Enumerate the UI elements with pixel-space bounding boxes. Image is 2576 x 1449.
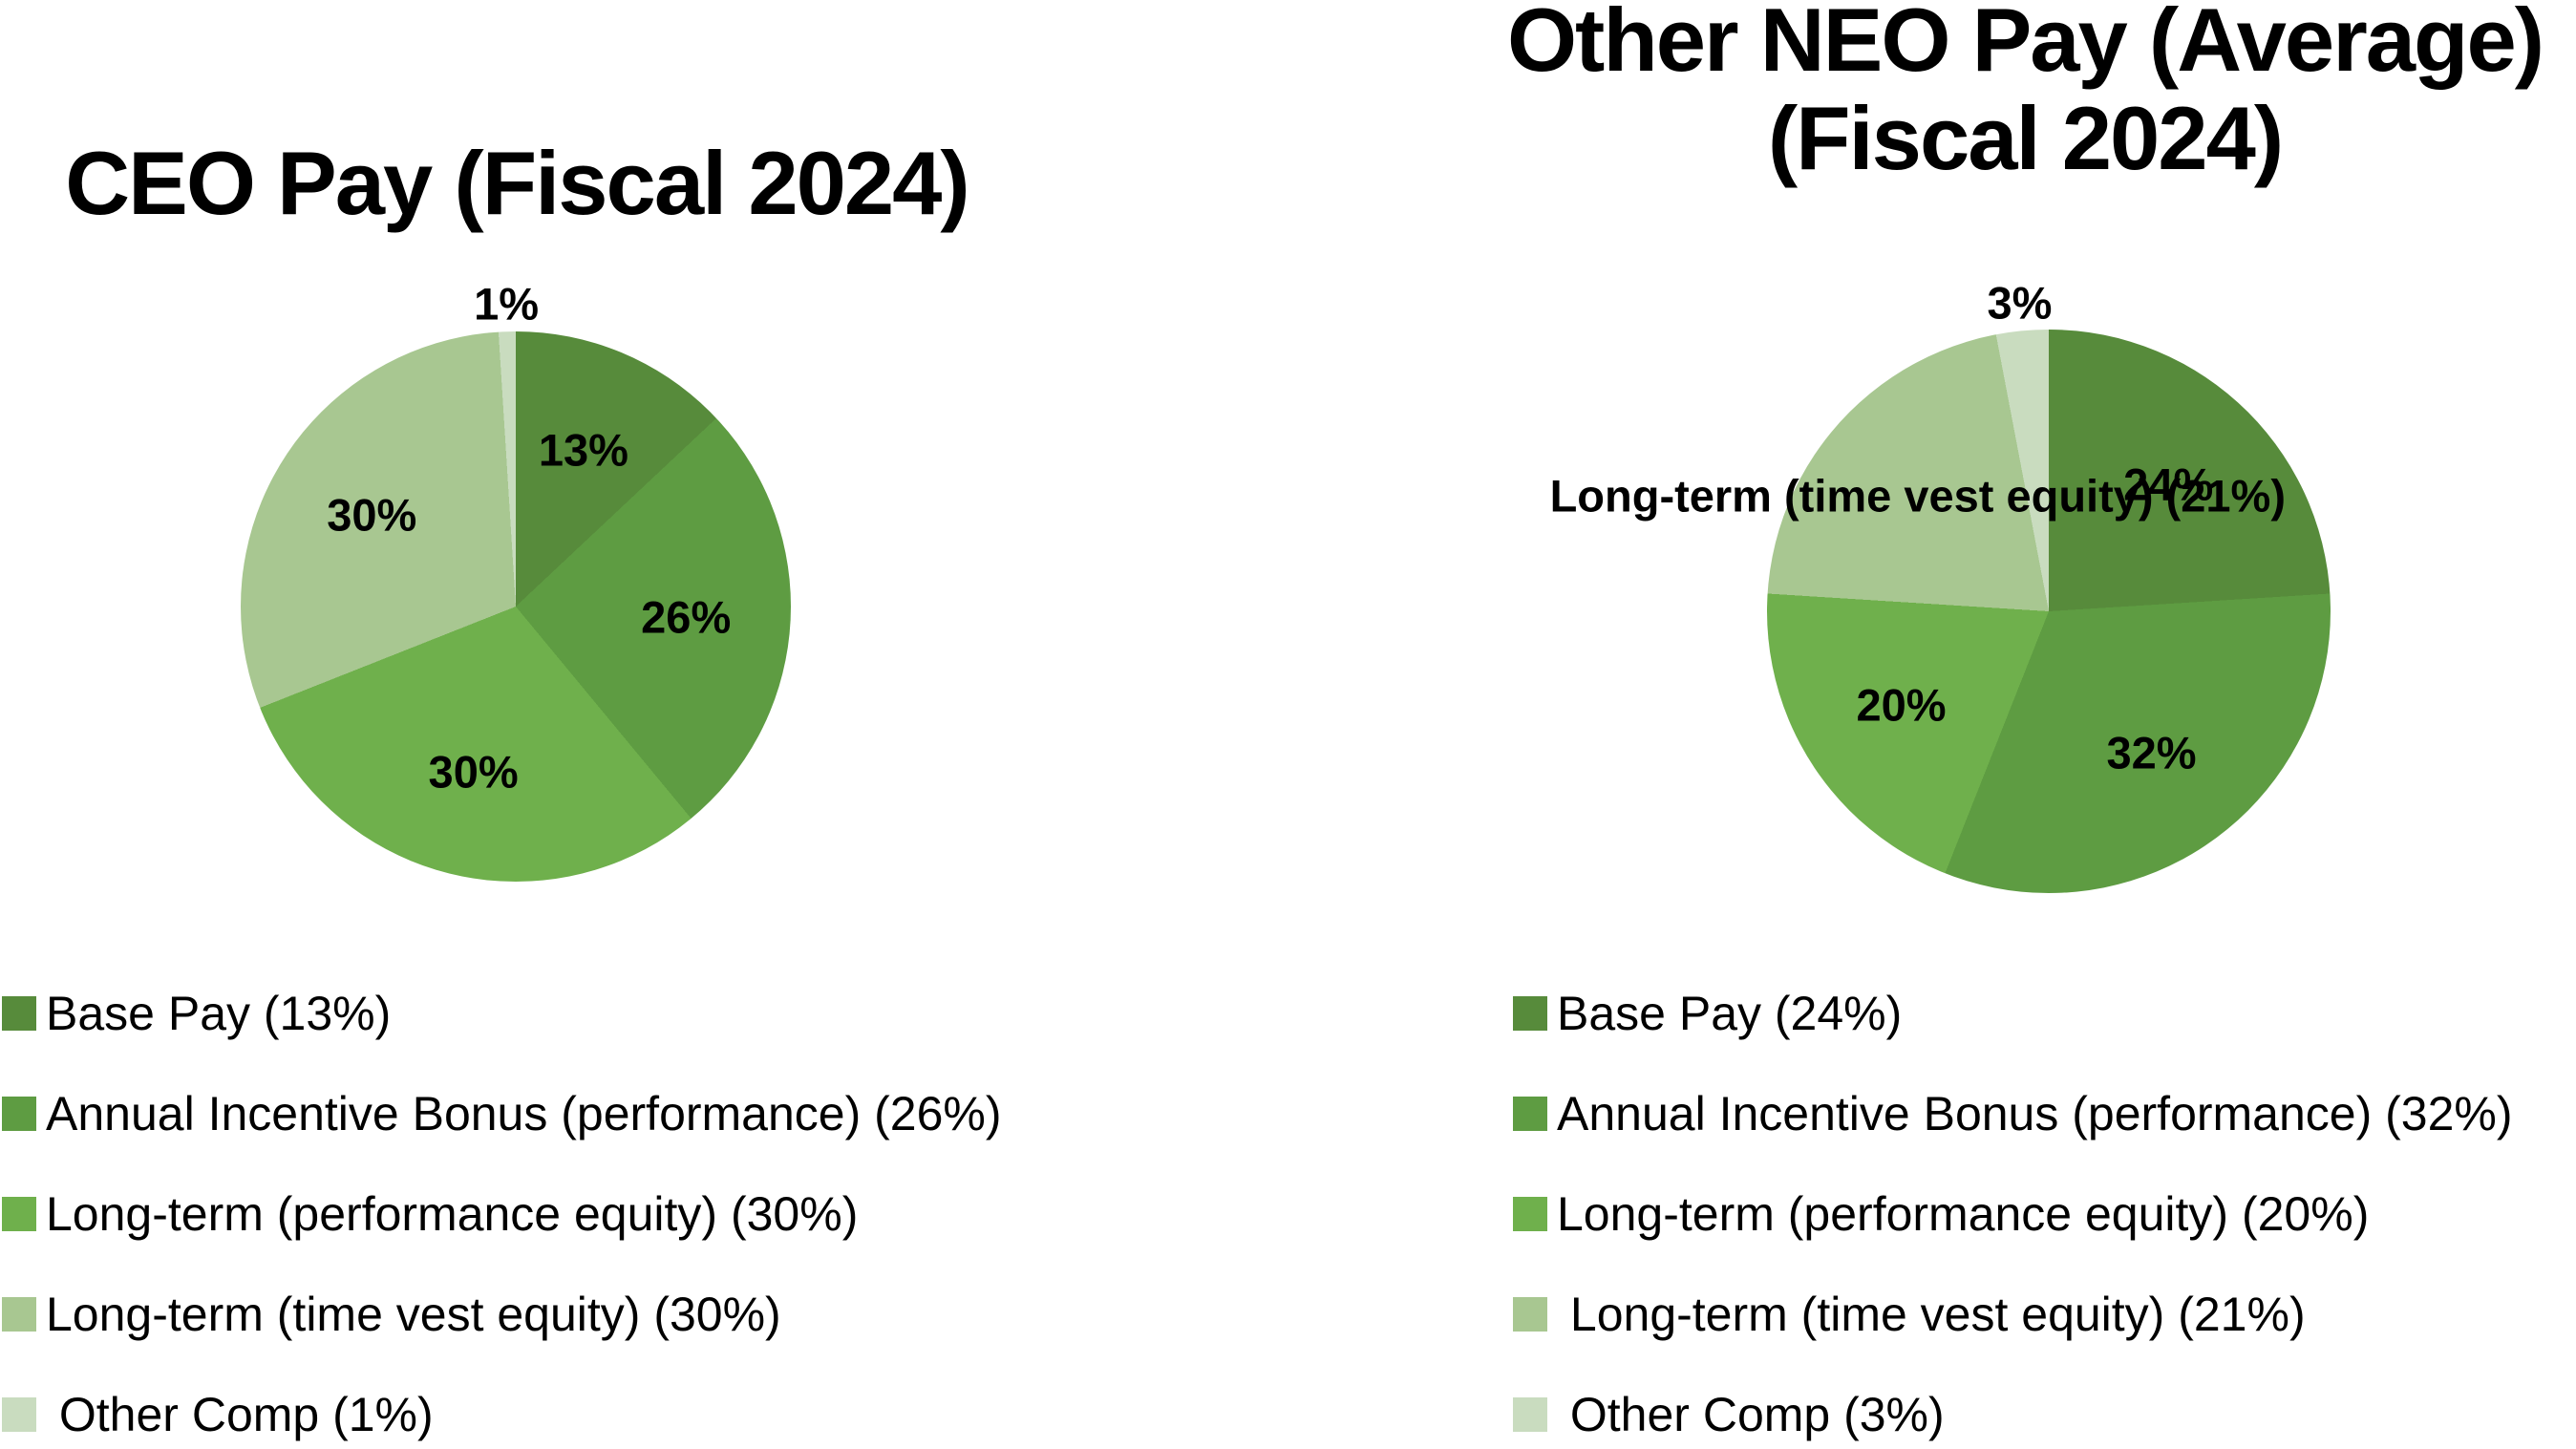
legend-item: Other Comp (3%) xyxy=(1513,1385,2513,1444)
slice-percent-label: 3% xyxy=(1987,277,2053,329)
other-neo-pay-chart-title: Other NEO Pay (Average) (Fiscal 2024) xyxy=(1506,0,2544,189)
legend-swatch-icon xyxy=(2,1397,36,1432)
legend-label: Long-term (time vest equity) (30%) xyxy=(46,1288,781,1341)
legend-item: Annual Incentive Bonus (performance) (32… xyxy=(1513,1084,2513,1143)
legend-label: Long-term (performance equity) (20%) xyxy=(1557,1187,2370,1241)
legend-label: Long-term (performance equity) (30%) xyxy=(46,1187,859,1241)
legend-swatch-icon xyxy=(1513,1097,1547,1131)
legend-label: Annual Incentive Bonus (performance) (32… xyxy=(1557,1087,2513,1140)
legend-label: Base Pay (13%) xyxy=(46,987,392,1040)
slice-percent-label: 30% xyxy=(428,746,519,798)
slice-percent-label: Long-term (time vest equity) (21%) xyxy=(1549,470,2286,522)
legend-item: Long-term (performance equity) (30%) xyxy=(2,1184,1002,1244)
ceo-pay-pie: 13% 26% 30% 30% 1% xyxy=(241,279,791,882)
ceo-pay-chart-title: CEO Pay (Fiscal 2024) xyxy=(65,133,970,233)
other-neo-pay-legend: Base Pay (24%) Annual Incentive Bonus (pe… xyxy=(1513,984,2513,1449)
legend-swatch-icon xyxy=(2,1297,36,1332)
legend-item: Base Pay (13%) xyxy=(2,984,1002,1043)
legend-swatch-icon xyxy=(1513,1297,1547,1332)
slice-percent-label: 1% xyxy=(474,278,540,330)
slice-percent-label: 13% xyxy=(538,424,628,476)
legend-item: Long-term (time vest equity) (21%) xyxy=(1513,1285,2513,1344)
legend-label: Long-term (time vest equity) (21%) xyxy=(1557,1288,2306,1341)
legend-label: Annual Incentive Bonus (performance) (26… xyxy=(46,1087,1002,1140)
legend-swatch-icon xyxy=(2,1097,36,1131)
legend-item: Annual Incentive Bonus (performance) (26… xyxy=(2,1084,1002,1143)
legend-swatch-icon xyxy=(1513,1397,1547,1432)
slice-percent-label: 26% xyxy=(641,591,732,643)
ceo-pay-legend: Base Pay (13%) Annual Incentive Bonus (pe… xyxy=(2,984,1002,1449)
other-neo-pay-chart: Other NEO Pay (Average) (Fiscal 2024) 24… xyxy=(1480,0,2576,1449)
legend-swatch-icon xyxy=(2,996,36,1031)
legend-label: Other Comp (3%) xyxy=(1557,1388,1945,1441)
legend-swatch-icon xyxy=(2,1197,36,1231)
legend-label: Base Pay (24%) xyxy=(1557,987,1903,1040)
legend-item: Long-term (performance equity) (20%) xyxy=(1513,1184,2513,1244)
legend-swatch-icon xyxy=(1513,1197,1547,1231)
legend-label: Other Comp (1%) xyxy=(46,1388,434,1441)
legend-item: Base Pay (24%) xyxy=(1513,984,2513,1043)
ceo-pay-chart: CEO Pay (Fiscal 2024) 13% 26% 30% 30% 1% Bas… xyxy=(0,0,1270,1449)
slice-percent-label: 32% xyxy=(2106,727,2197,778)
slice-percent-label: 20% xyxy=(1856,679,1947,731)
slice-percent-label: 30% xyxy=(327,489,417,541)
slice-percent-label: 24% xyxy=(2123,458,2214,510)
other-neo-pay-pie: 24% 32% 20% Long-term (time vest equity) (… xyxy=(1550,277,2331,893)
legend-swatch-icon xyxy=(1513,996,1547,1031)
legend-item: Other Comp (1%) xyxy=(2,1385,1002,1444)
legend-item: Long-term (time vest equity) (30%) xyxy=(2,1285,1002,1344)
